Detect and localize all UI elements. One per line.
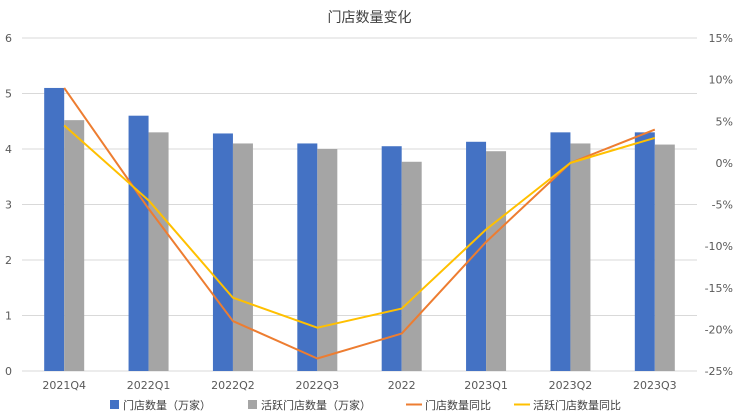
bar — [381, 146, 402, 371]
y-left-tick-label: 3 — [5, 199, 12, 212]
bar — [550, 132, 571, 371]
bars-layer — [44, 87, 675, 371]
bar — [401, 161, 422, 371]
bar — [466, 141, 487, 371]
y-right-tick-label: 10% — [709, 74, 733, 87]
series-line — [63, 87, 656, 360]
bar — [212, 133, 233, 371]
legend-swatch — [248, 400, 257, 409]
bar — [654, 144, 675, 371]
legend: 门店数量（万家） 活跃门店数量（万家） 门店数量同比 活跃门店数量同比 — [110, 398, 621, 412]
lines-layer — [63, 87, 656, 360]
x-tick-label: 2022Q1 — [127, 379, 171, 392]
y-left-tick-label: 6 — [5, 32, 12, 45]
y-right-tick-label: -5% — [712, 199, 733, 212]
y-left-tick-label: 4 — [5, 143, 12, 156]
bar — [570, 143, 591, 371]
y-right-tick-label: -20% — [705, 323, 733, 336]
x-tick-label: 2023Q2 — [549, 379, 593, 392]
x-tick-label: 2022Q2 — [211, 379, 255, 392]
x-tick-label: 2021Q4 — [42, 379, 86, 392]
y-right-tick-label: 0% — [716, 157, 733, 170]
series-line — [63, 124, 656, 329]
x-tick-label: 2023Q3 — [633, 379, 677, 392]
y-right-tick-label: 5% — [716, 115, 733, 128]
y-left-tick-label: 0 — [5, 365, 12, 378]
legend-swatch — [110, 400, 119, 409]
gridlines — [22, 37, 697, 372]
legend-label: 门店数量（万家） — [123, 398, 211, 412]
bar — [128, 115, 149, 371]
x-tick-label: 2022 — [388, 379, 416, 392]
bar — [232, 143, 253, 371]
bar — [44, 87, 65, 371]
bar — [634, 132, 655, 371]
bar — [148, 132, 169, 371]
legend-label: 门店数量同比 — [425, 398, 491, 412]
y-left-tick-label: 5 — [5, 88, 12, 101]
y-right-tick-label: 15% — [709, 32, 733, 45]
chart-title: 门店数量变化 — [328, 10, 412, 26]
bar — [486, 151, 507, 371]
x-tick-label: 2023Q1 — [464, 379, 508, 392]
y-right-tick-label: -25% — [705, 365, 733, 378]
y-right-tick-label: -15% — [705, 282, 733, 295]
bar — [297, 143, 318, 371]
x-tick-label: 2022Q3 — [295, 379, 339, 392]
y-right-tick-label: -10% — [705, 240, 733, 253]
legend-label: 活跃门店数量（万家） — [261, 398, 371, 412]
bar — [64, 120, 85, 371]
bar — [317, 149, 338, 371]
axis-labels: 0 1 2 3 4 5 6 -25% -20% -15% -10% -5% 0% 5% 10% 15% 2021… — [5, 32, 733, 392]
y-left-tick-label: 2 — [5, 254, 12, 267]
y-left-tick-label: 1 — [5, 310, 12, 323]
legend-label: 活跃门店数量同比 — [533, 398, 621, 412]
